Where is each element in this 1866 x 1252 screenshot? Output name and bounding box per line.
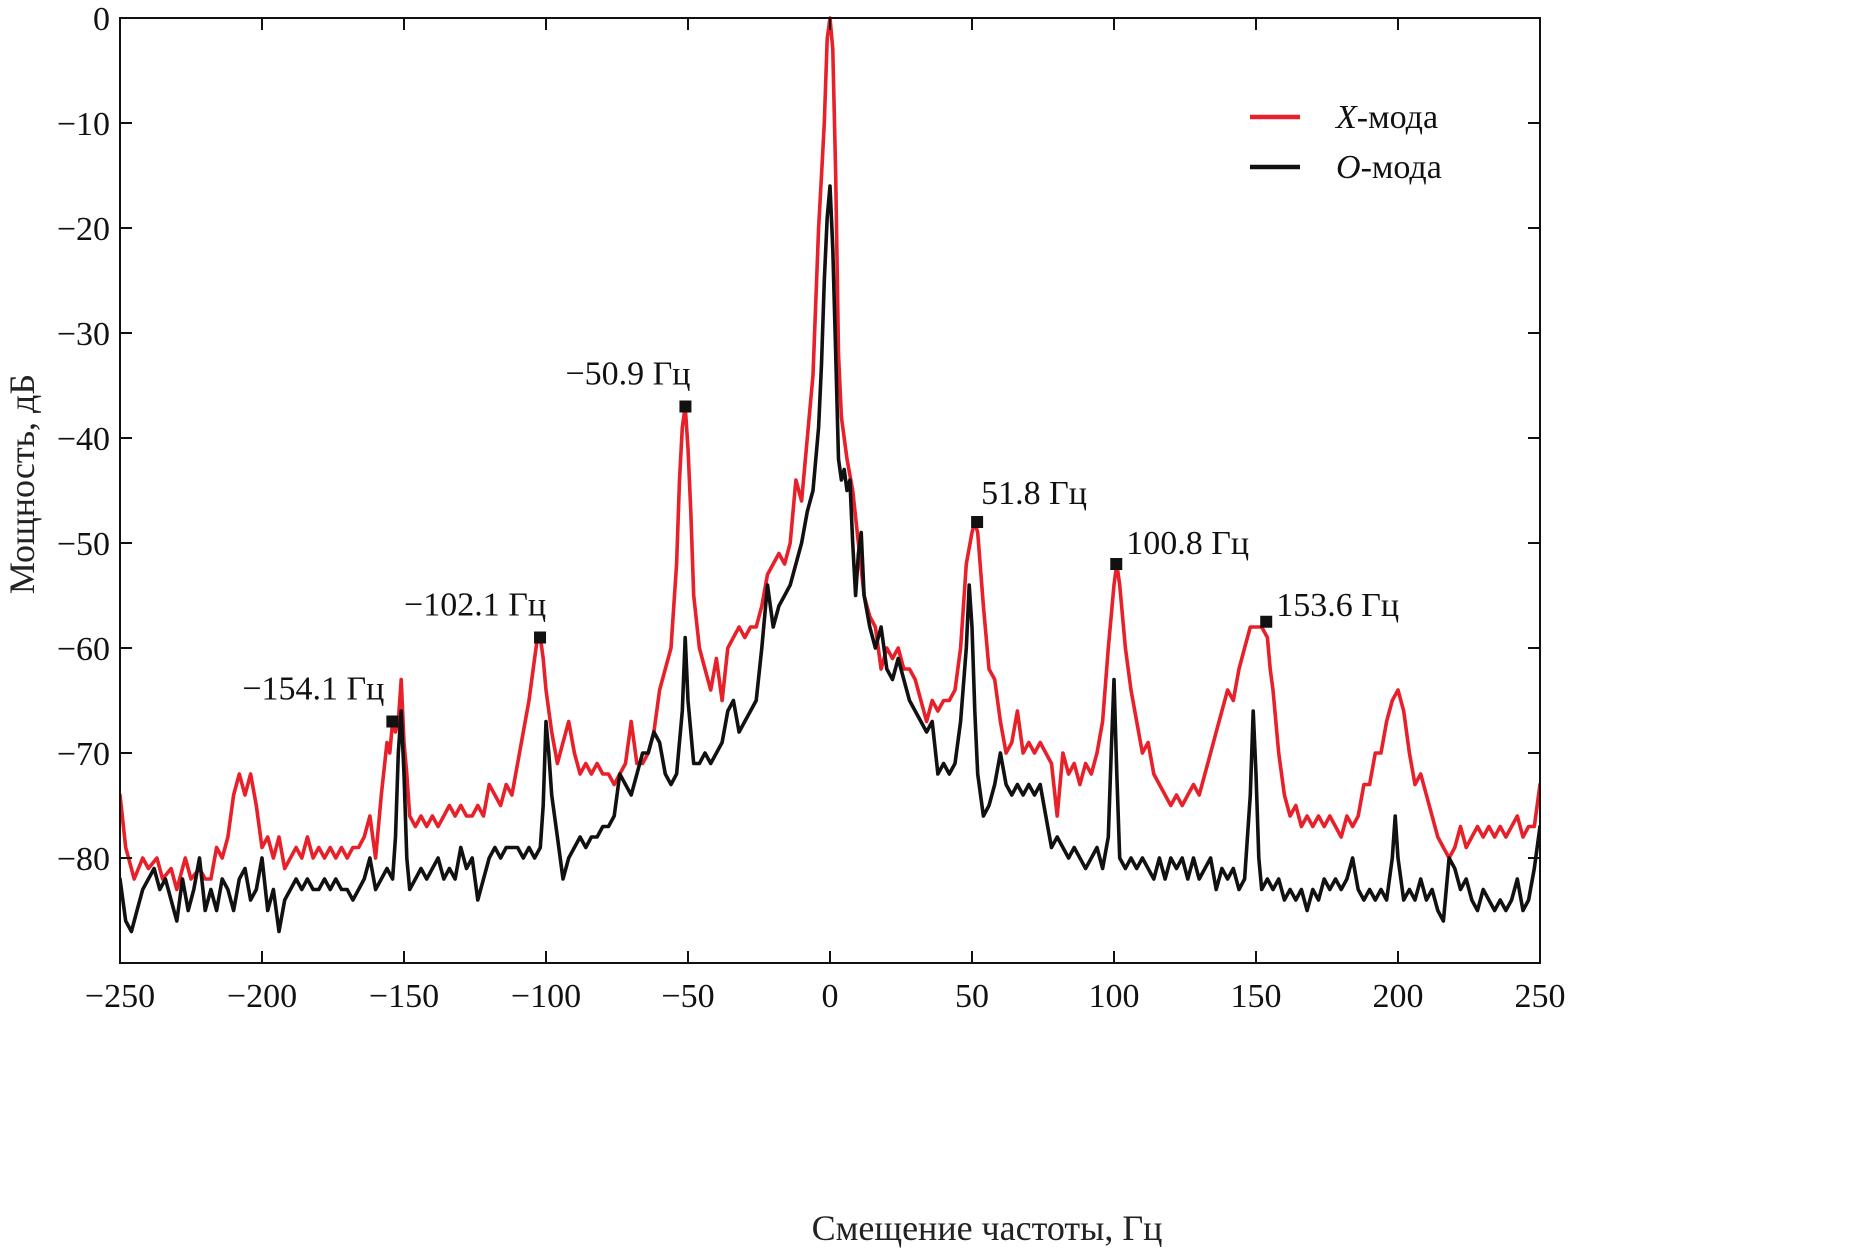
legend-label: O-мода (1336, 149, 1442, 186)
peak-marker (1110, 558, 1123, 570)
series-layer (120, 16, 1540, 934)
x-tick-label: 250 (1515, 978, 1566, 1015)
y-tick-label: −10 (57, 106, 110, 143)
peak-label: 51.8 Гц (981, 475, 1087, 512)
y-tick-label: −50 (57, 526, 110, 563)
peak-marker (1260, 615, 1273, 628)
peak-marker (679, 400, 692, 413)
y-tick-label: −80 (57, 841, 110, 878)
annotation-layer: −154.1 Гц −102.1 Гц −50.9 Гц 51.8 Гц 100.8 Г… (242, 356, 1399, 728)
legend-label-letter: O (1336, 149, 1361, 186)
series-line-x-mode (120, 16, 1540, 892)
x-tick-label: 50 (955, 978, 989, 1015)
x-tick-label: −50 (661, 978, 714, 1015)
x-tick-label: 0 (822, 978, 839, 1015)
axes-layer: −250 −200 −150 −100 −50 0 50 100 150 200 250 0 −10 −2… (57, 1, 1566, 1015)
legend-label-letter: X (1334, 99, 1358, 136)
peak-marker (386, 715, 399, 728)
y-tick-label: −20 (57, 211, 110, 248)
peak-label: 100.8 Гц (1126, 525, 1249, 562)
legend-label-rest: -мода (1361, 149, 1442, 186)
series-line-o-mode (120, 184, 1540, 934)
x-tick-label: −100 (511, 978, 581, 1015)
legend-label-rest: -мода (1357, 99, 1438, 136)
x-tick-label: −250 (85, 978, 155, 1015)
y-tick-label: −70 (57, 736, 110, 773)
y-tick-label: −30 (57, 316, 110, 353)
legend-label: X-мода (1334, 99, 1438, 136)
peak-label: −50.9 Гц (565, 356, 690, 393)
x-tick-label: 100 (1089, 978, 1140, 1015)
x-tick-label: 150 (1231, 978, 1282, 1015)
y-tick-label: −40 (57, 421, 110, 458)
x-tick-label: −150 (369, 978, 439, 1015)
x-axis-title: Смещение частоты, Гц (812, 1208, 1163, 1248)
peak-marker (534, 631, 547, 644)
y-tick-label: 0 (93, 1, 110, 38)
peak-marker (971, 516, 984, 528)
peak-label: −102.1 Гц (404, 587, 546, 624)
peak-label: 153.6 Гц (1276, 587, 1399, 624)
y-axis-title: Мощность, дБ (2, 374, 42, 594)
peak-label: −154.1 Гц (242, 671, 384, 708)
x-tick-label: −200 (227, 978, 297, 1015)
y-tick-label: −60 (57, 631, 110, 668)
x-tick-label: 200 (1373, 978, 1424, 1015)
